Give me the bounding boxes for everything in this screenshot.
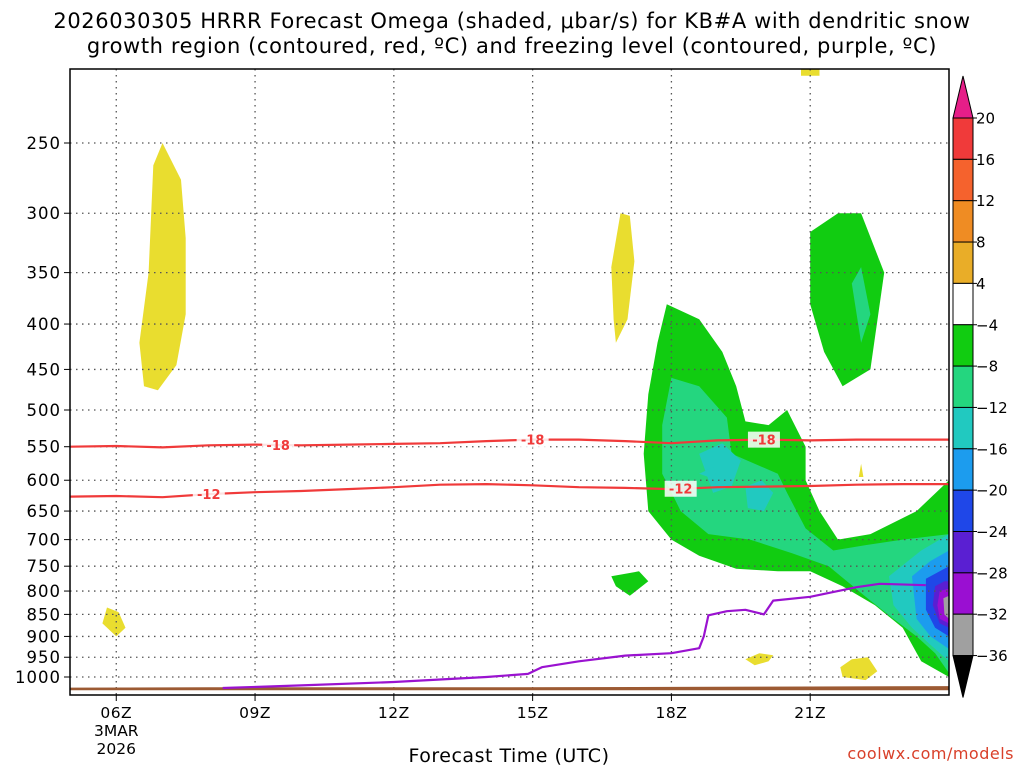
colorbar-label: −36 <box>976 647 1008 665</box>
y-tick-label: 450 <box>27 360 62 379</box>
omega-region <box>801 69 820 76</box>
omega-region <box>662 377 949 674</box>
omega-region <box>851 267 871 343</box>
x-tick-label: 18Z <box>655 704 687 722</box>
colorbar-label: −32 <box>976 606 1008 624</box>
contour-label-bg <box>262 436 295 453</box>
y-tick-label: 600 <box>27 471 62 490</box>
colorbar-label: −24 <box>976 523 1008 541</box>
colorbar-bin <box>952 489 974 532</box>
y-tick-label: 700 <box>27 531 62 550</box>
colorbar-bin <box>952 572 974 615</box>
omega-region <box>102 607 126 637</box>
colorbar-bin <box>952 531 974 574</box>
contour-label-bg <box>516 431 549 448</box>
omega-region <box>745 653 774 666</box>
colorbar-label: −4 <box>976 316 998 334</box>
colorbar-label: −8 <box>976 358 998 376</box>
contour-label: -18 <box>752 434 776 449</box>
y-axis: 250 300 350 400 450 500 550 600 650 700 750 800 850 9… <box>15 134 70 687</box>
contour-label-bg <box>664 480 697 497</box>
y-tick-label: 500 <box>27 401 62 420</box>
y-tick-label: 350 <box>27 264 62 283</box>
chart-title-line2: growth region (contoured, red, ºC) and f… <box>86 34 938 58</box>
omega-region <box>699 467 718 481</box>
x-tick-label: 06Z <box>100 704 132 722</box>
colorbar-label: −16 <box>976 440 1008 458</box>
colorbar-bottom-arrow <box>952 655 974 698</box>
omega-region <box>943 595 949 619</box>
y-tick-label: 1000 <box>15 668 61 687</box>
contour-label: -18 <box>521 434 545 449</box>
colorbar-label: 12 <box>976 192 995 210</box>
omega-region <box>810 213 885 387</box>
contour-label-bg <box>747 431 780 448</box>
omega-region <box>611 571 649 596</box>
colorbar-label: 20 <box>976 110 995 128</box>
omega-shading <box>102 69 949 681</box>
colorbar-bin <box>952 324 974 367</box>
colorbar-bin <box>952 365 974 408</box>
y-tick-label: 550 <box>27 438 62 457</box>
contour-label: -12 <box>669 483 693 498</box>
omega-region <box>745 480 774 512</box>
x-tick-label: 15Z <box>517 704 549 722</box>
dgz-contour-line <box>69 438 949 449</box>
colorbar-bin <box>952 200 974 243</box>
colorbar-bin <box>952 613 974 657</box>
colorbar-label: 4 <box>976 275 986 293</box>
colorbar-label: −20 <box>976 482 1008 500</box>
colorbar-bin <box>952 448 974 491</box>
contour-lines: -18 -18 -18 -12 -12 <box>69 431 949 690</box>
y-tick-label: 850 <box>27 605 62 624</box>
contour-label: -18 <box>266 439 290 454</box>
y-tick-label: 900 <box>27 627 62 646</box>
chart-title-line1: 2026030305 HRRR Forecast Omega (shaded, … <box>53 9 971 33</box>
x-axis-title: Forecast Time (UTC) <box>408 745 610 767</box>
freezing-level-line <box>222 582 926 690</box>
colorbar: 20 16 12 8 4 −4 −8 −12 −16 −20 −24 −28 −32 −36 <box>952 75 1008 698</box>
colorbar-top-arrow <box>952 75 974 119</box>
terrain-ground <box>70 686 949 691</box>
y-tick-label: 750 <box>27 557 62 576</box>
y-tick-label: 800 <box>27 582 62 601</box>
omega-region <box>840 657 878 681</box>
date-label-day: 3MAR <box>94 722 139 740</box>
colorbar-label: 8 <box>976 234 986 252</box>
date-label-year: 2026 <box>97 740 136 758</box>
y-tick-label: 400 <box>27 315 62 334</box>
colorbar-label: 16 <box>976 151 995 169</box>
colorbar-bin <box>952 406 974 450</box>
contour-label: -12 <box>197 488 221 503</box>
credit-text: coolwx.com/models <box>847 744 1014 763</box>
x-tick-label: 09Z <box>239 704 271 722</box>
colorbar-bin <box>952 158 974 202</box>
grid-lines <box>70 69 949 695</box>
x-tick-label: 21Z <box>794 704 826 722</box>
colorbar-bin <box>952 241 974 284</box>
omega-region <box>611 213 635 343</box>
plot-border <box>69 68 950 696</box>
y-tick-label: 950 <box>27 648 62 667</box>
omega-region <box>139 143 186 391</box>
terrain-surface <box>70 686 949 691</box>
y-tick-label: 650 <box>27 502 62 521</box>
colorbar-label: −28 <box>976 564 1008 582</box>
y-tick-label: 250 <box>27 134 62 153</box>
y-tick-label: 300 <box>27 204 62 223</box>
plot-frame <box>69 68 950 696</box>
x-tick-label: 12Z <box>378 704 410 722</box>
colorbar-label: −12 <box>976 399 1008 417</box>
colorbar-bin <box>952 282 974 326</box>
omega-region <box>858 463 864 477</box>
colorbar-bin <box>952 117 974 160</box>
contour-label-bg <box>192 486 225 503</box>
